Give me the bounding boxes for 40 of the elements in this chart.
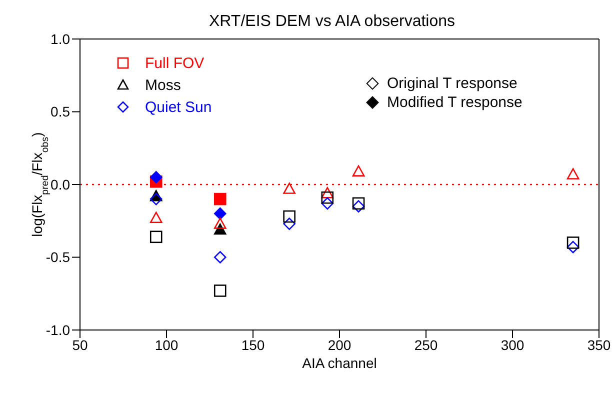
x-tick-label: 50 — [72, 336, 88, 353]
point — [321, 197, 334, 210]
legend-label: Moss — [145, 77, 181, 94]
legend-label: Full FOV — [145, 55, 204, 72]
y-tick-label: 1.0 — [50, 30, 70, 47]
point — [283, 210, 296, 223]
point — [214, 218, 226, 229]
point — [214, 207, 226, 220]
x-tick-label: 300 — [500, 336, 524, 353]
x-tick-label: 350 — [587, 336, 611, 353]
y-tick-label: -1.0 — [46, 322, 70, 338]
annotation: Original T response — [387, 75, 518, 92]
x-tick-label: 150 — [241, 336, 265, 353]
y-tick-label: 0.5 — [50, 104, 70, 120]
y-tick-label: -0.5 — [46, 249, 70, 266]
legend-label: Quiet Sun — [145, 99, 212, 116]
point — [150, 171, 162, 184]
x-axis-title: AIA channel — [302, 355, 377, 371]
point — [150, 192, 162, 206]
point — [150, 230, 162, 244]
point — [352, 200, 365, 212]
point — [321, 191, 334, 204]
point — [214, 192, 226, 206]
point — [214, 284, 226, 297]
point — [566, 236, 580, 249]
point — [352, 165, 365, 176]
point — [352, 197, 365, 210]
point — [150, 212, 162, 224]
point — [321, 187, 334, 198]
x-tick-label: 250 — [414, 336, 438, 353]
annotation: Modified T response — [387, 94, 522, 111]
chart-title: XRT/EIS DEM vs AIA observations — [208, 13, 456, 30]
x-tick-label: 200 — [328, 336, 352, 353]
point — [214, 251, 226, 264]
point — [283, 182, 296, 194]
point — [566, 240, 580, 254]
point — [566, 168, 580, 180]
x-tick-label: 100 — [154, 336, 178, 353]
y-tick-label: 0.0 — [50, 176, 70, 192]
point — [283, 218, 296, 230]
